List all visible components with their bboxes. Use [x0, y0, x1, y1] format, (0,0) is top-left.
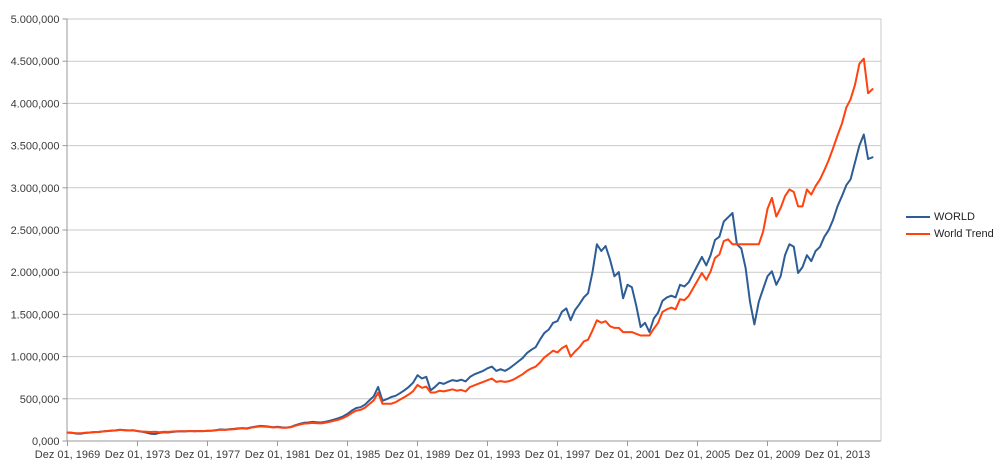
legend-line-world-trend	[906, 233, 930, 235]
y-axis-tick-label: 1.000,000	[11, 352, 60, 364]
y-axis-tick-label: 5.000,000	[11, 14, 60, 26]
y-axis-tick-label: 500,000	[20, 394, 60, 406]
chart-legend: WORLD World Trend	[906, 211, 994, 240]
x-axis-tick-label: Dez 01, 2009	[735, 449, 800, 461]
x-axis-tick-label: Dez 01, 2005	[665, 449, 730, 461]
legend-label-world-trend: World Trend	[934, 228, 994, 240]
y-axis-tick-label: 0,000	[32, 436, 60, 448]
x-axis-tick-label: Dez 01, 1969	[35, 449, 100, 461]
series-line-world	[66, 133, 874, 435]
x-axis: Dez 01, 1969 Dez 01, 1973 Dez 01, 1977 Dez …	[35, 441, 870, 461]
legend-line-world	[906, 216, 930, 218]
y-axis: 0,000 500,000 1.000,000 1.500,000 2.000,000 2…	[11, 14, 68, 448]
x-axis-tick-label: Dez 01, 1993	[455, 449, 520, 461]
x-axis-tick-label: Dez 01, 1989	[385, 449, 450, 461]
y-axis-tick-label: 4.000,000	[11, 98, 60, 110]
x-axis-tick-label: Dez 01, 2001	[595, 449, 660, 461]
legend-item-world: WORLD	[906, 211, 994, 223]
x-axis-tick-label: Dez 01, 1985	[315, 449, 380, 461]
y-axis-tick-label: 4.500,000	[11, 56, 60, 68]
legend-label-world: WORLD	[934, 211, 975, 223]
gridlines	[67, 18, 882, 442]
y-axis-tick-label: 3.500,000	[11, 141, 60, 153]
y-axis-tick-label: 1.500,000	[11, 309, 60, 321]
series-lines	[66, 57, 874, 435]
y-axis-tick-label: 3.000,000	[11, 183, 60, 195]
x-axis-tick-label: Dez 01, 1977	[175, 449, 240, 461]
y-axis-tick-label: 2.500,000	[11, 225, 60, 237]
x-axis-tick-label: Dez 01, 1981	[245, 449, 310, 461]
series-line-world-trend	[66, 57, 874, 435]
y-axis-tick-label: 2.000,000	[11, 267, 60, 279]
legend-item-world-trend: World Trend	[906, 228, 994, 240]
x-axis-tick-label: Dez 01, 2013	[805, 449, 870, 461]
x-axis-tick-label: Dez 01, 1997	[525, 449, 590, 461]
x-axis-tick-label: Dez 01, 1973	[105, 449, 170, 461]
